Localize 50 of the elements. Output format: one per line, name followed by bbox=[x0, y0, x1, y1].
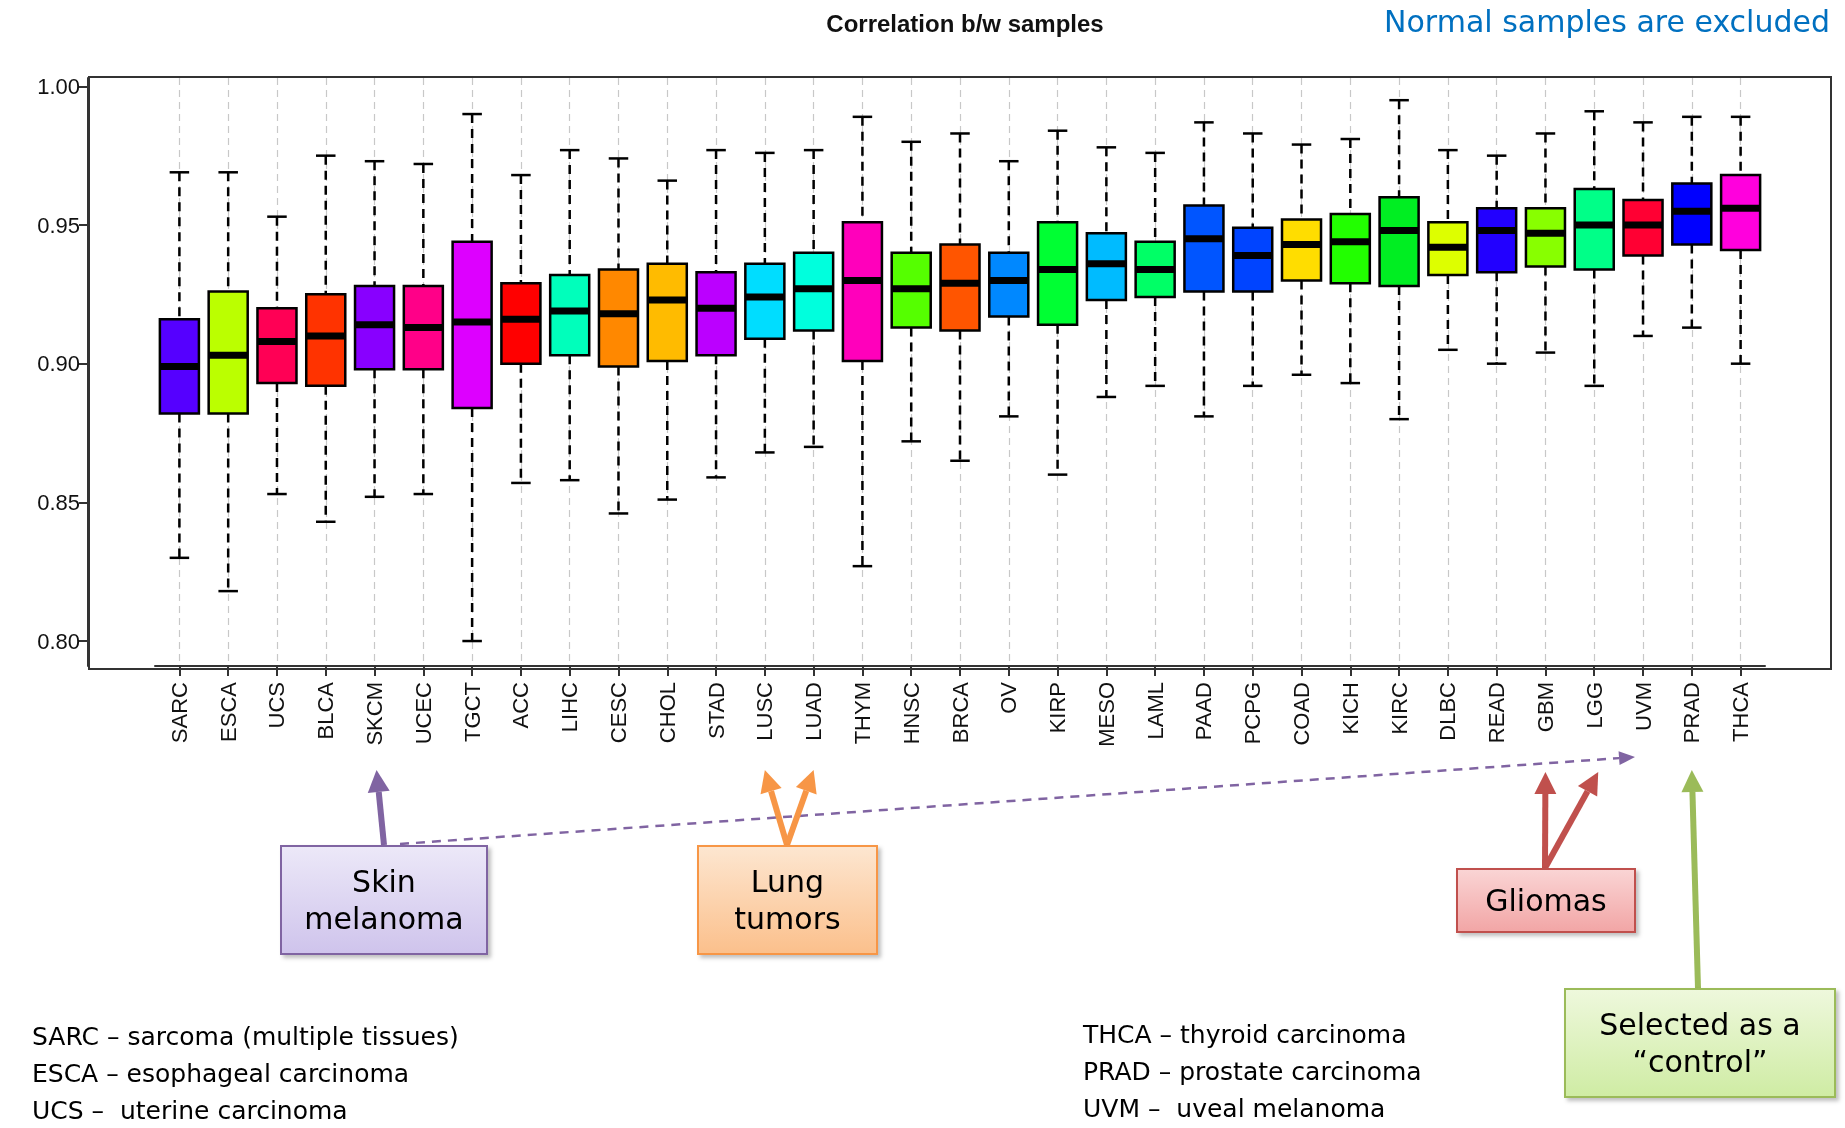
x-tick-label: STAD bbox=[703, 682, 729, 740]
x-tick-label: UCS bbox=[264, 682, 290, 729]
x-tick-label: SARC bbox=[166, 681, 192, 744]
y-tick-label: 0.95 bbox=[37, 212, 80, 238]
y-tick-label: 1.00 bbox=[37, 73, 80, 99]
y-tick-label: 0.80 bbox=[37, 628, 80, 654]
x-tick-label: BLCA bbox=[313, 681, 339, 740]
x-tick-label: SKCM bbox=[362, 682, 388, 746]
x-tick-label: ACC bbox=[508, 681, 534, 729]
x-tick-label: COAD bbox=[1289, 682, 1315, 746]
x-tick-label: CESC bbox=[605, 681, 631, 744]
x-tick-label: OV bbox=[996, 681, 1022, 714]
text: UVM – uveal melanoma bbox=[1083, 1094, 1386, 1123]
x-tick-label: KIRP bbox=[1045, 682, 1071, 734]
text: SARC – sarcoma (multiple tissues) bbox=[32, 1022, 459, 1051]
x-tick-label: PAAD bbox=[1191, 682, 1217, 741]
x-tick-label: PRAD bbox=[1679, 682, 1705, 744]
x-tick-label: KIRC bbox=[1386, 681, 1412, 735]
y-tick-label: 0.85 bbox=[37, 489, 80, 515]
x-tick-label: LIHC bbox=[557, 681, 583, 733]
x-tick-label: LGG bbox=[1581, 682, 1607, 729]
x-tick-label: LUAD bbox=[801, 682, 827, 741]
x-tick-label: THYM bbox=[849, 682, 875, 745]
text: UCS – uterine carcinoma bbox=[32, 1096, 348, 1125]
x-tick-label: CHOL bbox=[654, 682, 680, 744]
x-tick-label: TGCT bbox=[459, 682, 485, 742]
x-tick-label: DLBC bbox=[1435, 681, 1461, 741]
x-tick-label: UCEC bbox=[410, 681, 436, 745]
text: Selected as a “control” bbox=[1564, 988, 1836, 1098]
x-tick-label: LUSC bbox=[752, 681, 778, 741]
text: PRAD – prostate carcinoma bbox=[1083, 1057, 1422, 1086]
x-tick-label: BRCA bbox=[947, 681, 973, 744]
text: Lung tumors bbox=[697, 845, 878, 955]
chart-title: Correlation b/w samples bbox=[826, 9, 1104, 37]
x-tick-label: MESO bbox=[1093, 682, 1119, 747]
text: ESCA – esophageal carcinoma bbox=[32, 1059, 410, 1088]
text: THCA – thyroid carcinoma bbox=[1083, 1020, 1407, 1049]
x-tick-label: PCPG bbox=[1240, 682, 1266, 745]
x-tick-label: GBM bbox=[1532, 682, 1558, 733]
x-tick-label: HNSC bbox=[898, 681, 924, 745]
x-tick-label: KICH bbox=[1337, 682, 1363, 735]
x-tick-label: LAML bbox=[1142, 682, 1168, 740]
x-tick-label: THCA bbox=[1728, 681, 1754, 742]
x-tick-label: ESCA bbox=[215, 681, 241, 742]
text: Skin melanoma bbox=[280, 845, 488, 955]
text: Normal samples are excluded bbox=[1384, 4, 1830, 39]
x-tick-label: READ bbox=[1484, 682, 1510, 744]
text: Gliomas bbox=[1456, 868, 1636, 933]
x-tick-label: UVM bbox=[1630, 682, 1656, 731]
y-tick-label: 0.90 bbox=[37, 351, 80, 377]
